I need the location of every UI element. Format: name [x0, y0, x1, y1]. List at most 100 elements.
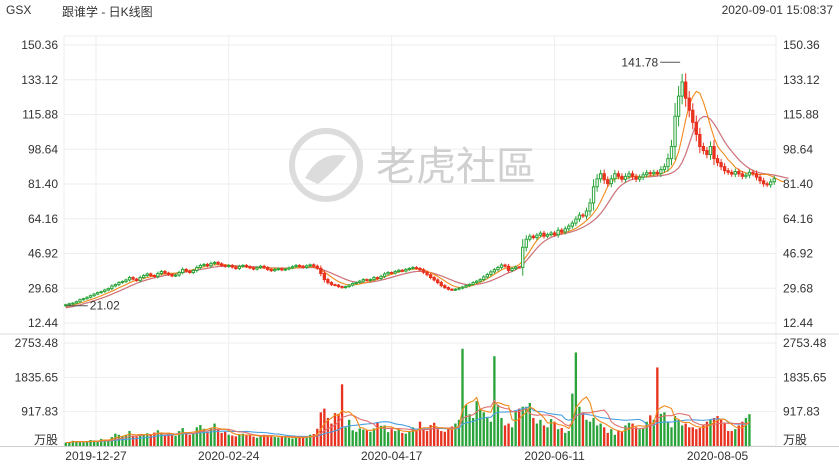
candle-body — [506, 265, 511, 271]
candle-body — [382, 273, 387, 277]
volume-bar — [730, 431, 733, 446]
candle-body — [698, 133, 702, 148]
candle-body — [485, 274, 489, 278]
candle-body — [283, 268, 288, 271]
volume-bar — [252, 436, 255, 446]
volume-bar — [592, 417, 595, 446]
volume-bar — [270, 436, 273, 446]
volume-bar — [149, 434, 152, 446]
candle-body — [701, 146, 706, 152]
volume-bar — [454, 423, 457, 446]
candle-body — [134, 278, 139, 282]
volume-bar — [450, 426, 454, 446]
volume-bar — [425, 431, 429, 446]
volume-bar — [135, 436, 138, 446]
candle-body — [184, 268, 188, 272]
volume-bar — [535, 423, 539, 446]
candle-body — [88, 295, 93, 298]
volume-bar — [192, 433, 195, 446]
price-tick-right: 46.92 — [783, 247, 813, 261]
volume-bar — [333, 413, 337, 446]
candle-body — [708, 146, 713, 156]
candle-body — [389, 271, 394, 274]
candle-body — [237, 265, 242, 269]
volume-bar — [259, 436, 262, 446]
volume-bar — [177, 431, 181, 446]
volume-bar — [78, 441, 82, 446]
candle-body — [188, 270, 192, 273]
volume-bar — [188, 434, 191, 446]
candle-body — [513, 266, 518, 269]
candle-body — [627, 173, 631, 177]
candle-body — [446, 287, 451, 290]
watermark-text: 老虎社區 — [376, 144, 536, 190]
candle-body — [538, 232, 543, 236]
candle-body — [747, 171, 752, 176]
candle-body — [170, 274, 174, 277]
candle-body — [662, 166, 667, 171]
candle-body — [336, 284, 341, 288]
volume-bar — [110, 437, 113, 446]
volume-bar — [698, 428, 702, 446]
candle-body — [457, 287, 461, 290]
candle-body — [312, 264, 316, 267]
volume-bar — [206, 431, 209, 446]
volume-bar — [160, 433, 163, 446]
volume-bar — [514, 410, 517, 446]
candle-body — [294, 264, 298, 268]
candle-body — [117, 282, 121, 286]
candle-body — [531, 235, 536, 239]
volume-bar — [727, 431, 730, 446]
volume-bar — [546, 427, 549, 446]
volume-bar — [379, 425, 383, 446]
candle-body — [159, 270, 164, 274]
volume-bar — [503, 425, 507, 446]
volume-bar — [659, 413, 663, 446]
volume-bar — [422, 428, 425, 446]
candle-body — [560, 229, 564, 233]
candle-body — [280, 268, 284, 271]
volume-bar — [71, 440, 75, 446]
candle-body — [152, 275, 156, 278]
candle-body — [570, 222, 574, 227]
candle-body — [584, 210, 589, 217]
volume-bar — [443, 431, 446, 446]
candle-body — [694, 121, 698, 135]
volume-bar — [64, 442, 67, 446]
max-price-label: 141.78 — [621, 55, 658, 69]
date-tick: 2020-02-24 — [198, 449, 260, 463]
candle-body — [712, 146, 716, 160]
volume-bar — [369, 431, 372, 446]
volume-bar — [429, 425, 432, 446]
volume-bar — [138, 434, 142, 446]
candle-body — [368, 279, 373, 282]
volume-bar — [411, 427, 415, 446]
volume-bar — [634, 427, 638, 446]
price-tick-right: 12.44 — [783, 316, 813, 330]
candle-body — [545, 234, 550, 237]
volume-bar — [610, 429, 613, 446]
candle-body — [74, 301, 79, 304]
volume-bar — [142, 435, 145, 446]
volume-bar — [649, 415, 652, 446]
candle-body — [687, 97, 691, 111]
volume-bar — [716, 416, 719, 446]
candle-body — [733, 171, 737, 175]
candle-body — [588, 202, 592, 212]
candle-body — [329, 282, 334, 286]
volume-bar — [553, 421, 556, 446]
volume-bar — [75, 441, 78, 446]
volume-bar — [595, 425, 599, 446]
candle-body — [655, 171, 660, 175]
candle-body — [266, 267, 270, 270]
candle-body — [722, 166, 727, 172]
candle-body — [407, 267, 412, 270]
candle-body — [482, 276, 486, 281]
candle-body — [648, 172, 652, 175]
volume-bar — [301, 437, 305, 446]
volume-bar — [170, 434, 174, 446]
candle-body — [304, 265, 309, 268]
candle-body — [623, 175, 628, 180]
candle-body — [432, 277, 436, 281]
volume-bar — [663, 412, 666, 446]
